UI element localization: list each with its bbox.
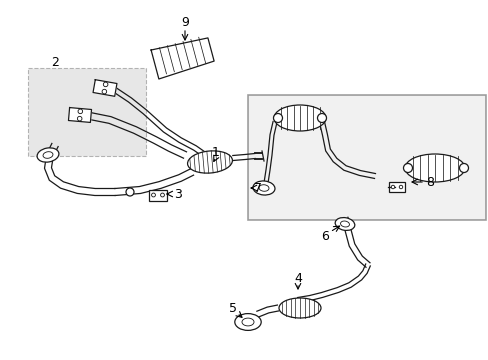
Text: 9: 9 xyxy=(181,15,188,28)
Text: 4: 4 xyxy=(293,271,301,284)
Ellipse shape xyxy=(78,109,82,114)
Polygon shape xyxy=(93,80,117,96)
Ellipse shape xyxy=(273,105,325,131)
Text: 3: 3 xyxy=(174,188,182,201)
Ellipse shape xyxy=(273,113,282,122)
Text: 5: 5 xyxy=(228,302,237,315)
Ellipse shape xyxy=(234,314,261,330)
Polygon shape xyxy=(68,108,91,122)
Ellipse shape xyxy=(334,217,354,230)
Ellipse shape xyxy=(340,221,349,227)
Bar xyxy=(28,68,146,156)
Text: 1: 1 xyxy=(212,145,220,158)
Ellipse shape xyxy=(398,185,402,189)
Ellipse shape xyxy=(459,163,468,172)
Ellipse shape xyxy=(151,193,155,197)
Bar xyxy=(149,189,167,201)
Ellipse shape xyxy=(126,188,134,196)
Ellipse shape xyxy=(404,154,464,182)
Ellipse shape xyxy=(187,151,232,173)
Ellipse shape xyxy=(103,82,108,87)
Ellipse shape xyxy=(259,185,268,191)
Polygon shape xyxy=(151,38,214,79)
Ellipse shape xyxy=(242,318,253,326)
Text: 6: 6 xyxy=(321,230,328,243)
Ellipse shape xyxy=(77,116,82,121)
Text: 8: 8 xyxy=(425,175,433,189)
Ellipse shape xyxy=(390,185,394,189)
Ellipse shape xyxy=(317,113,326,122)
Ellipse shape xyxy=(160,193,164,197)
Text: 2: 2 xyxy=(51,57,59,69)
Ellipse shape xyxy=(43,152,53,158)
Bar xyxy=(388,182,404,192)
Ellipse shape xyxy=(279,298,320,318)
Text: 7: 7 xyxy=(253,181,262,194)
Ellipse shape xyxy=(252,181,274,195)
Ellipse shape xyxy=(102,89,106,94)
Ellipse shape xyxy=(37,148,59,162)
Bar xyxy=(247,95,485,220)
Ellipse shape xyxy=(403,163,412,172)
